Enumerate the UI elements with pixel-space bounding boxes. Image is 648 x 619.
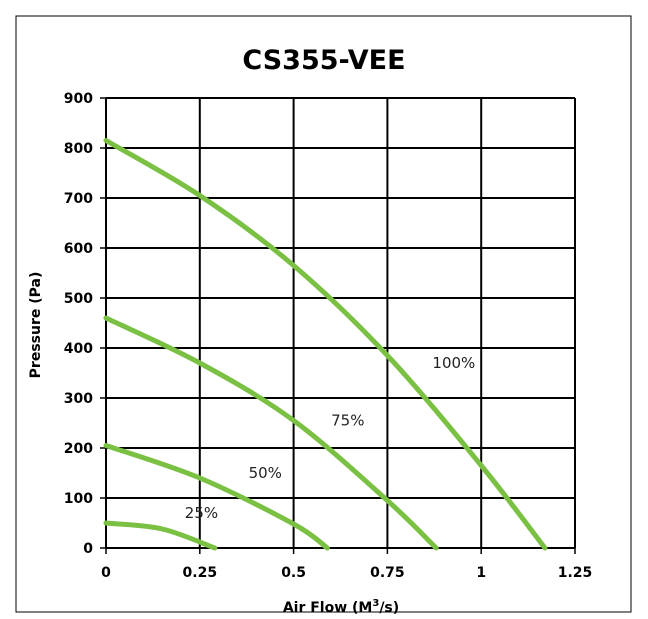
y-tick-label-4: 400 [64,341,93,357]
y-tick-label-3: 300 [64,391,93,407]
x-tick-label-3: 0.75 [370,565,405,581]
x-axis-label-superscript: 3 [372,598,379,609]
curve-100-pct [103,138,548,551]
y-tick-label-1: 100 [64,491,93,507]
y-tick-label-9: 900 [64,91,93,107]
x-tick-label-1: 0.25 [183,565,218,581]
curves [103,138,548,551]
y-tick-label-8: 800 [64,141,93,157]
y-tick-label-6: 600 [64,241,93,257]
y-axis-label: Pressure (Pa) [28,272,44,379]
curve-label-100-pct: 100% [432,354,475,372]
x-axis-label-suffix: /s) [379,600,399,616]
chart-title: CS355-VEE [242,45,405,76]
x-tick-label-4: 1 [476,565,486,581]
x-tick-label-2: 0.5 [281,565,306,581]
curve-25-pct [103,520,218,551]
x-tick-label-5: 1.25 [558,565,593,581]
chart-border [15,15,632,613]
y-tick-label-0: 0 [83,541,93,557]
y-tick-label-5: 500 [64,291,93,307]
curve-50-pct [103,443,330,551]
curve-75-pct [103,315,439,551]
tick-labels: 0 100 200 300 400 500 600 700 800 900 0 0.25 0.5 0.75… [64,91,593,581]
grid [100,97,576,554]
y-tick-label-2: 200 [64,441,93,457]
curve-label-75-pct: 75% [331,412,364,430]
x-tick-label-0: 0 [101,565,111,581]
y-tick-label-7: 700 [64,191,93,207]
x-axis-label-prefix: Air Flow (M [283,600,373,616]
curve-label-25-pct: 25% [185,504,218,522]
x-axis-label: Air Flow (M3/s) [283,598,399,616]
curve-labels: 100% 75% 50% 25% [185,354,476,522]
curve-label-50-pct: 50% [249,464,282,482]
